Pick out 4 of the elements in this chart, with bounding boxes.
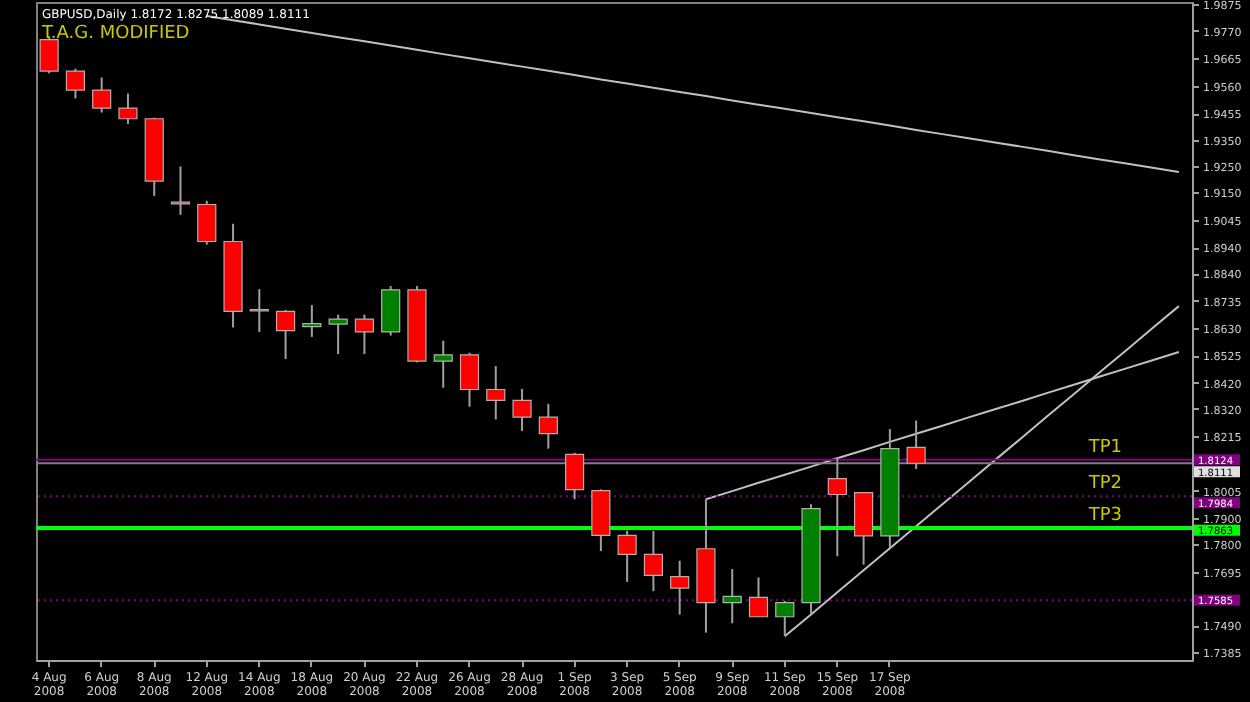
text: T.A.G. MODIFIED xyxy=(40,24,190,44)
ref-line-label: TP1 xyxy=(1086,437,1122,458)
ref-line-label: TP2 xyxy=(1086,474,1122,495)
ref-line-label: TP3 xyxy=(1086,505,1122,526)
